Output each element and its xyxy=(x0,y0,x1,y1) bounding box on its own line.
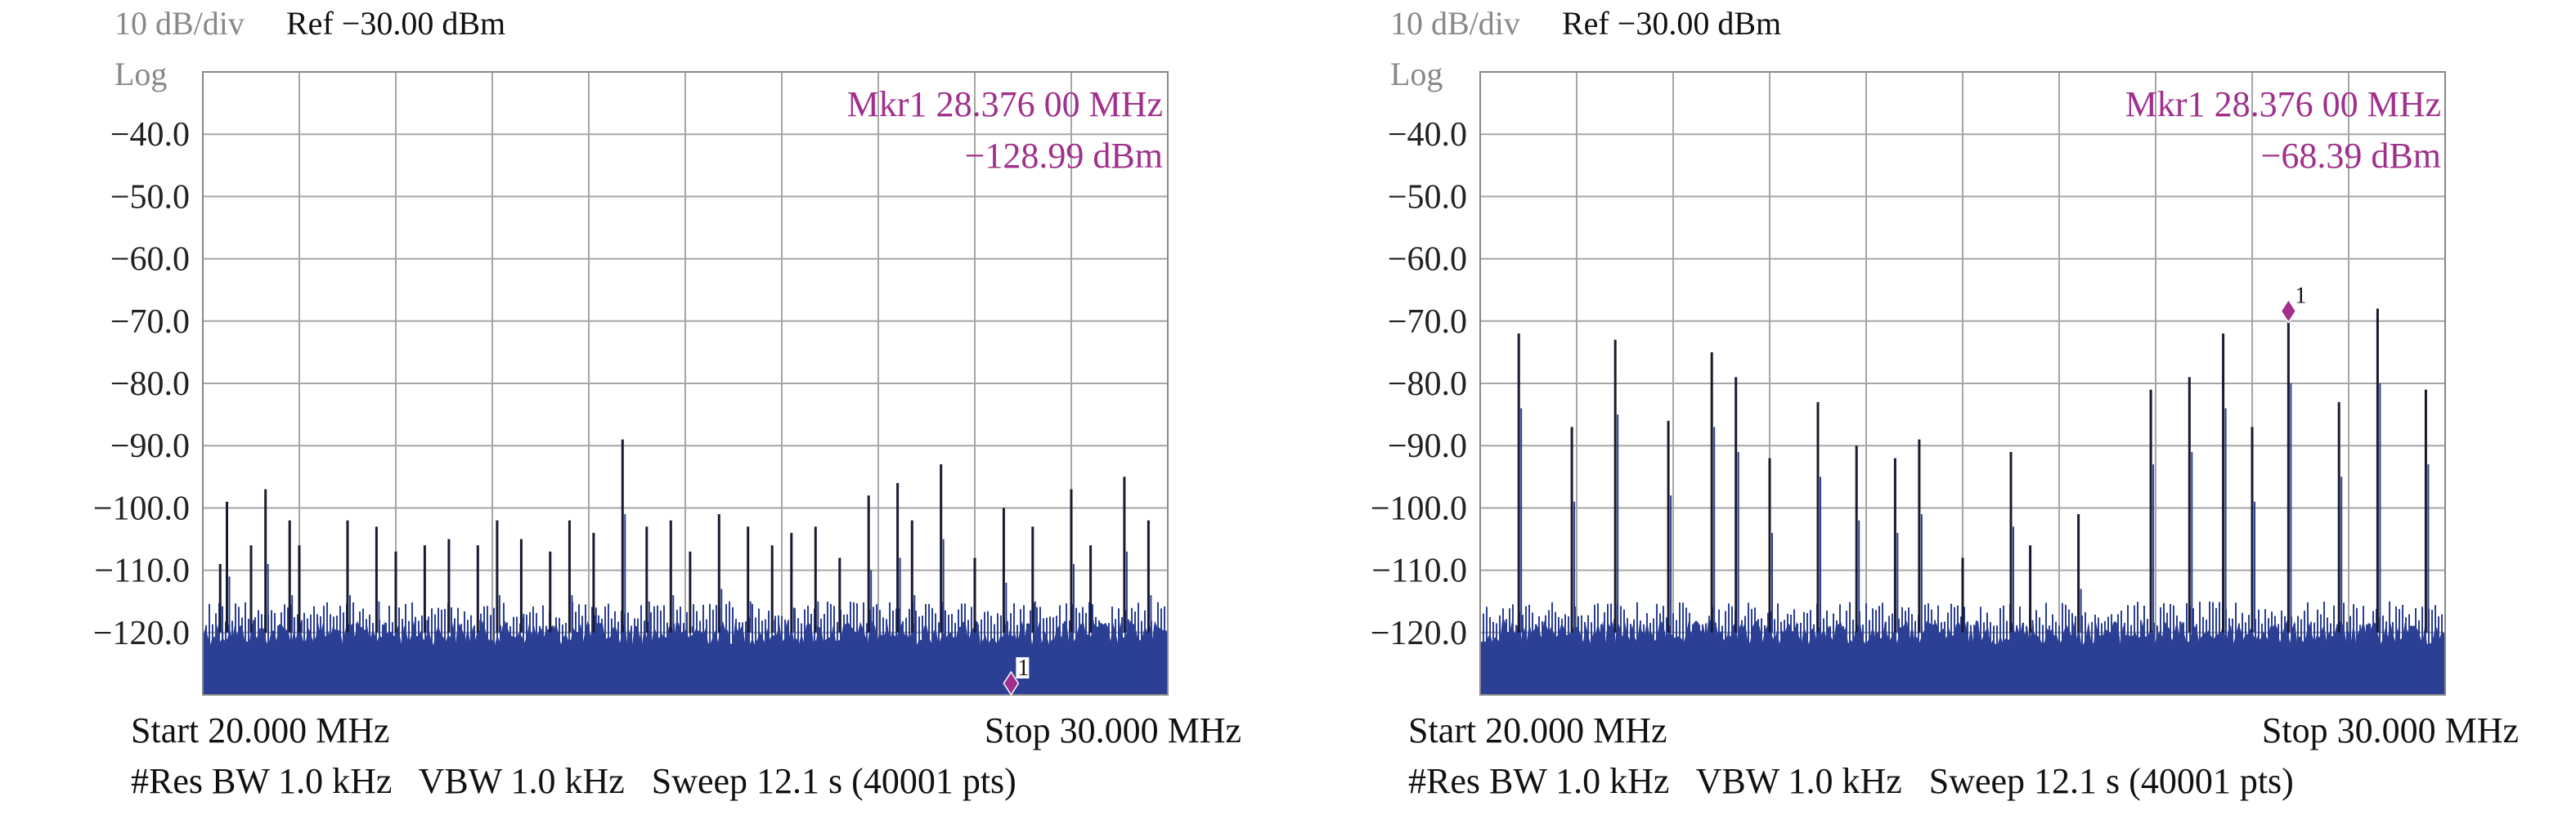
log-label: Log xyxy=(114,56,167,92)
marker-number: 1 xyxy=(1017,656,1029,681)
y-tick-label: −70.0 xyxy=(1388,303,1467,341)
scale-label: 10 dB/div xyxy=(114,5,245,42)
y-tick-label: −120.0 xyxy=(1371,615,1467,652)
marker-level-readout: −128.99 dBm xyxy=(965,136,1163,176)
marker-tag-box xyxy=(1016,657,1030,678)
y-tick-label: −50.0 xyxy=(1388,178,1467,216)
y-tick-label: −90.0 xyxy=(1388,428,1467,465)
plot-area-left: −40.0 −50.0 −60.0 −70.0 −80.0 −90.0 −100.0 −110… xyxy=(93,71,1169,696)
marker-frequency-readout: Mkr1 28.376 00 MHz xyxy=(847,84,1163,124)
y-axis-ticks-right: −40.0 −50.0 −60.0 −70.0 −80.0 −90.0 −100.0 −110… xyxy=(1371,116,1467,652)
bandwidth-sweep-info: #Res BW 1.0 kHz VBW 1.0 kHz Sweep 12.1 s… xyxy=(131,761,1016,801)
bandwidth-sweep-info: #Res BW 1.0 kHz VBW 1.0 kHz Sweep 12.1 s… xyxy=(1408,761,2294,801)
scale-label: 10 dB/div xyxy=(1390,5,1520,42)
spectrum-panel-left: 10 dB/div Ref −30.00 dBm Log −40.0−50.0−… xyxy=(93,5,1241,801)
noise-floor-left xyxy=(202,601,1169,695)
ref-level-label: Ref −30.00 dBm xyxy=(1562,5,1781,42)
y-tick-label: −90.0 xyxy=(110,428,190,465)
marker-number: 1 xyxy=(2295,284,2306,309)
y-tick-label: −40.0 xyxy=(110,116,190,154)
marker-level-readout: −68.39 dBm xyxy=(2261,136,2441,176)
marker-diamond xyxy=(1003,670,1020,696)
plot-frame-left xyxy=(202,71,1169,696)
marker-left: 1 xyxy=(1003,656,1030,696)
start-frequency: Start 20.000 MHz xyxy=(131,710,390,750)
plot-frame-right xyxy=(1479,71,2446,696)
stop-frequency: Stop 30.000 MHz xyxy=(985,710,1241,750)
y-tick-label: −80.0 xyxy=(110,365,190,403)
stop-frequency: Stop 30.000 MHz xyxy=(2262,710,2519,750)
log-label: Log xyxy=(1390,56,1443,92)
y-tick-label: −100.0 xyxy=(1371,490,1467,527)
y-tick-label: −70.0 xyxy=(110,303,190,341)
y-tick-label: −110.0 xyxy=(94,553,190,590)
noise-floor-right xyxy=(1479,601,2446,695)
ref-level-label: Ref −30.00 dBm xyxy=(286,5,505,42)
y-tick-label: −120.0 xyxy=(93,615,190,652)
y-tick-label: −40.0 xyxy=(1388,116,1467,154)
y-tick-label: −60.0 xyxy=(110,241,190,279)
y-tick-label: −100.0 xyxy=(93,490,190,527)
marker-frequency-readout: Mkr1 28.376 00 MHz xyxy=(2125,84,2441,124)
y-tick-label: −50.0 xyxy=(110,178,190,216)
y-tick-label: −60.0 xyxy=(1388,241,1467,279)
start-frequency: Start 20.000 MHz xyxy=(1408,710,1667,750)
y-tick-label: −80.0 xyxy=(1388,365,1467,403)
spur-traces-left xyxy=(218,439,1152,639)
marker-diamond xyxy=(2280,298,2297,324)
spur-traces-right xyxy=(1517,308,2430,633)
y-axis-ticks-left: −40.0 −50.0 −60.0 −70.0 −80.0 −90.0 −100.0 −110… xyxy=(93,116,190,652)
plot-area-right: −40.0 −50.0 −60.0 −70.0 −80.0 −90.0 −100.0 −110… xyxy=(1371,71,2446,696)
y-tick-label: −110.0 xyxy=(1371,553,1467,590)
marker-right: 1 xyxy=(2280,284,2306,324)
spectrum-panel-right: 10 dB/div Ref −30.00 dBm Log −40.0−50.0−… xyxy=(1371,5,2519,801)
